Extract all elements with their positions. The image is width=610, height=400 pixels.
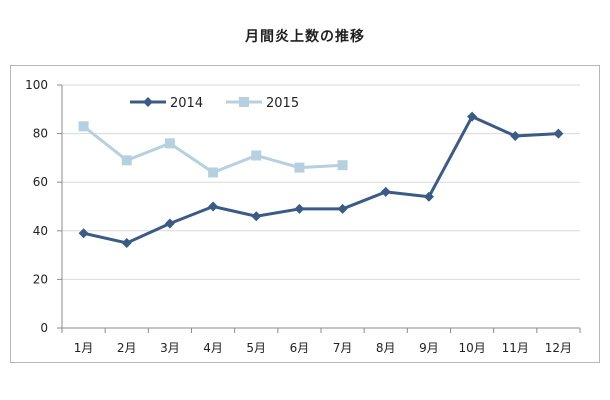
series-lines: [78, 111, 564, 248]
x-tick-label: 12月: [545, 341, 572, 355]
y-axis-ticks: 0 20 40 60 80 100: [25, 78, 48, 335]
y-tick-label: 40: [33, 224, 48, 238]
x-tick-label: 9月: [419, 341, 439, 355]
data-point-2014: [251, 211, 262, 222]
data-point-2014: [380, 186, 391, 197]
x-tick-label: 1月: [74, 341, 94, 355]
data-point-2014: [208, 201, 219, 212]
legend-marker-2015: [239, 97, 249, 107]
x-tick-label: 8月: [376, 341, 396, 355]
x-tick-label: 2月: [117, 341, 137, 355]
legend-label-2014: 2014: [170, 96, 203, 111]
data-point-2014: [337, 203, 348, 214]
x-tick-label: 4月: [203, 341, 223, 355]
y-tick-label: 60: [33, 175, 48, 189]
legend-label-2015: 2015: [266, 96, 299, 111]
series-line-2014: [83, 115, 559, 245]
data-point-2015: [164, 138, 175, 149]
data-point-2014: [294, 203, 305, 214]
data-point-2015: [294, 162, 305, 173]
chart-frame: [10, 65, 600, 363]
x-tick-label: 7月: [333, 341, 353, 355]
data-point-2014: [121, 237, 132, 248]
gridlines: [62, 84, 580, 280]
data-point-2015: [121, 155, 132, 166]
data-point-2014: [553, 128, 564, 139]
y-tick-label: 100: [25, 78, 48, 92]
axes: [57, 84, 581, 333]
chart-title: 月間炎上数の推移: [245, 29, 365, 45]
y-tick-label: 0: [40, 321, 48, 335]
x-tick-label: 11月: [502, 341, 529, 355]
x-tick-label: 3月: [160, 341, 180, 355]
data-point-2014: [423, 191, 434, 202]
x-tick-label: 10月: [458, 341, 485, 355]
data-point-2014: [78, 228, 89, 239]
data-point-2015: [78, 121, 89, 132]
x-tick-label: 6月: [290, 341, 310, 355]
data-point-2014: [164, 218, 175, 229]
data-point-2014: [467, 111, 478, 122]
legend: 2014 2015: [130, 96, 299, 111]
y-tick-label: 80: [33, 127, 48, 141]
legend-marker-2014: [143, 97, 153, 107]
y-tick-label: 20: [33, 272, 48, 286]
x-axis-ticks: 1月 2月 3月 4月 5月 6月 7月 8月 9月 10月 11月 12月: [74, 341, 572, 355]
data-point-2015: [337, 160, 348, 171]
data-point-2015: [251, 150, 262, 161]
data-point-2015: [208, 167, 219, 178]
x-tick-label: 5月: [246, 341, 266, 355]
data-point-2014: [510, 131, 521, 142]
